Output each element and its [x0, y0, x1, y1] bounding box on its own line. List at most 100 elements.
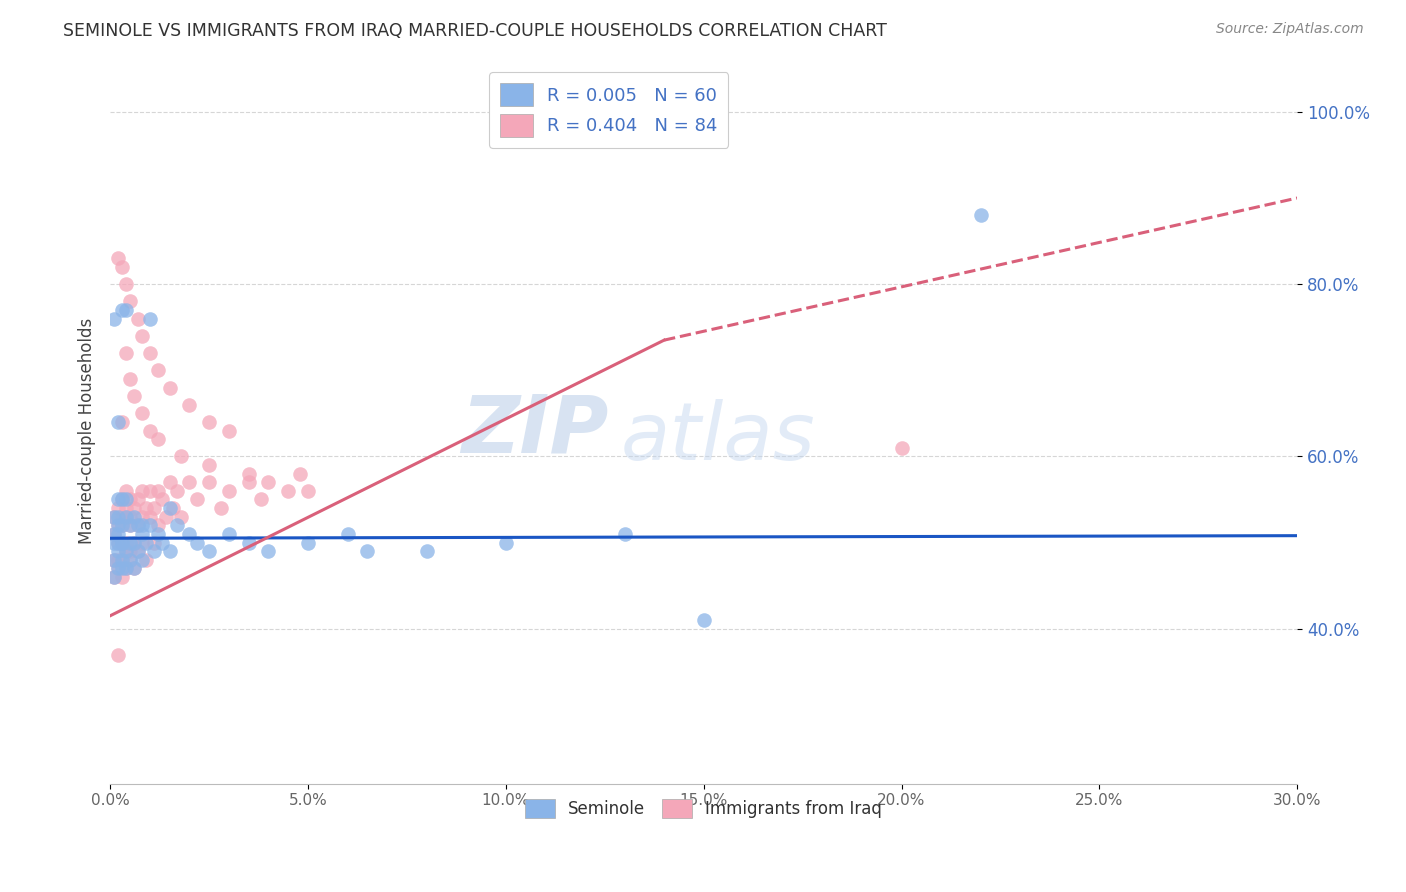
Point [131, 535, 153, 549]
Point [115, 501, 138, 516]
Point [115, 303, 138, 318]
Point [159, 544, 181, 558]
Point [297, 535, 319, 549]
Point [115, 277, 138, 292]
Point [170, 509, 193, 524]
Point [107, 648, 129, 662]
Point [118, 372, 141, 386]
Point [135, 501, 157, 516]
Point [135, 535, 157, 549]
Point [118, 492, 141, 507]
Text: ZIP: ZIP [461, 392, 609, 469]
Point [127, 518, 149, 533]
Point [146, 518, 169, 533]
Point [142, 535, 165, 549]
Point [122, 389, 145, 403]
Point [131, 527, 153, 541]
Point [969, 208, 991, 222]
Point [613, 527, 636, 541]
Point [122, 535, 145, 549]
Point [111, 553, 134, 567]
Point [159, 475, 181, 490]
Point [198, 475, 221, 490]
Point [146, 363, 169, 377]
Point [107, 561, 129, 575]
Point [131, 483, 153, 498]
Point [103, 527, 125, 541]
Point [111, 561, 134, 575]
Point [198, 415, 221, 429]
Point [238, 475, 260, 490]
Point [336, 527, 359, 541]
Point [122, 561, 145, 575]
Point [142, 501, 165, 516]
Y-axis label: Married-couple Households: Married-couple Households [79, 318, 96, 544]
Point [127, 311, 149, 326]
Point [115, 509, 138, 524]
Point [118, 518, 141, 533]
Point [115, 544, 138, 558]
Point [138, 509, 160, 524]
Point [257, 544, 280, 558]
Point [103, 311, 125, 326]
Point [209, 501, 232, 516]
Point [138, 518, 160, 533]
Point [162, 501, 184, 516]
Point [166, 518, 188, 533]
Point [118, 553, 141, 567]
Point [118, 535, 141, 549]
Point [115, 346, 138, 360]
Point [186, 535, 208, 549]
Point [107, 492, 129, 507]
Point [111, 509, 134, 524]
Point [131, 406, 153, 420]
Point [107, 518, 129, 533]
Point [118, 509, 141, 524]
Point [118, 518, 141, 533]
Point [111, 260, 134, 274]
Point [107, 509, 129, 524]
Point [218, 424, 240, 438]
Point [111, 518, 134, 533]
Point [150, 492, 173, 507]
Point [218, 527, 240, 541]
Point [131, 553, 153, 567]
Point [277, 483, 299, 498]
Point [415, 544, 437, 558]
Point [218, 483, 240, 498]
Point [107, 535, 129, 549]
Point [257, 475, 280, 490]
Point [107, 527, 129, 541]
Point [159, 380, 181, 394]
Point [122, 501, 145, 516]
Point [115, 561, 138, 575]
Text: atlas: atlas [620, 399, 815, 476]
Point [118, 553, 141, 567]
Point [146, 432, 169, 446]
Point [238, 535, 260, 549]
Point [103, 553, 125, 567]
Point [107, 252, 129, 266]
Point [111, 535, 134, 549]
Point [127, 544, 149, 558]
Point [131, 329, 153, 343]
Point [138, 483, 160, 498]
Point [122, 535, 145, 549]
Point [107, 501, 129, 516]
Point [115, 483, 138, 498]
Point [138, 424, 160, 438]
Point [890, 441, 912, 455]
Point [127, 518, 149, 533]
Point [118, 544, 141, 558]
Point [198, 544, 221, 558]
Point [111, 535, 134, 549]
Point [107, 535, 129, 549]
Text: SEMINOLE VS IMMIGRANTS FROM IRAQ MARRIED-COUPLE HOUSEHOLDS CORRELATION CHART: SEMINOLE VS IMMIGRANTS FROM IRAQ MARRIED… [63, 22, 887, 40]
Point [111, 553, 134, 567]
Point [111, 570, 134, 584]
Point [131, 509, 153, 524]
Point [122, 561, 145, 575]
Point [103, 570, 125, 584]
Point [356, 544, 378, 558]
Point [166, 483, 188, 498]
